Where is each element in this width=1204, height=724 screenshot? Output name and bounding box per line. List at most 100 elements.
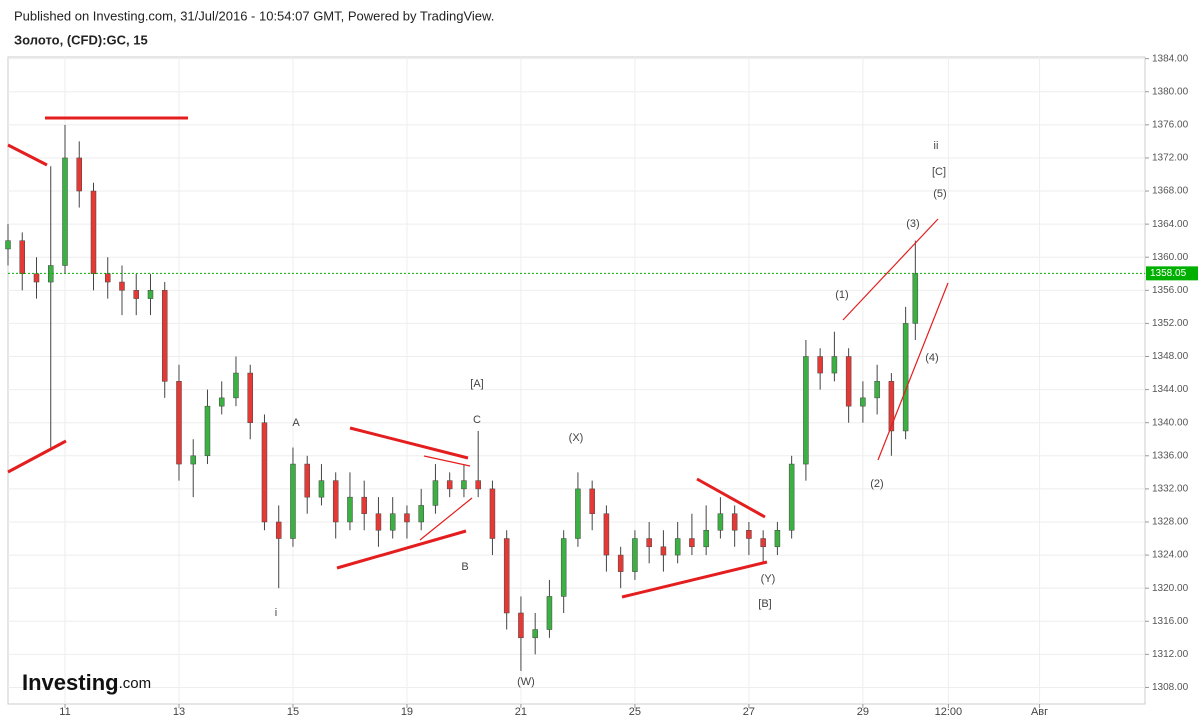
x-tick-label: 19 xyxy=(401,706,413,718)
y-tick-label: 1336.00 xyxy=(1152,450,1189,461)
candle-body xyxy=(404,513,410,523)
candle-body xyxy=(546,596,553,630)
y-tick-label: 1364.00 xyxy=(1152,219,1189,230)
x-tick-label: Авг xyxy=(1031,706,1048,718)
wave-label: (Y) xyxy=(761,573,776,585)
y-tick-label: 1320.00 xyxy=(1152,583,1189,594)
y-tick-label: 1308.00 xyxy=(1152,682,1189,693)
wave-label: (X) xyxy=(569,432,584,444)
wave-label: B xyxy=(461,561,468,573)
candle-body xyxy=(389,513,396,531)
candle-body xyxy=(233,372,239,399)
x-tick-label: 15 xyxy=(287,706,299,718)
x-tick-label: 13 xyxy=(173,706,185,718)
candle-body xyxy=(503,538,510,614)
trend-lines xyxy=(7,116,949,599)
y-tick-label: 1368.00 xyxy=(1152,186,1189,197)
x-tick-label: 27 xyxy=(743,706,755,718)
candle-body xyxy=(147,290,154,299)
wave-label: i xyxy=(275,607,277,619)
y-tick-label: 1344.00 xyxy=(1152,384,1189,395)
candle-body xyxy=(361,496,367,514)
candle-body xyxy=(803,356,809,465)
candle-body xyxy=(119,281,125,291)
candle-body xyxy=(76,157,82,192)
chart-title: Золото, (CFD):GC, 15 xyxy=(14,32,148,47)
plot-frame xyxy=(7,56,1146,705)
candle-body xyxy=(717,513,724,531)
candle-body xyxy=(532,629,538,639)
wave-label: ii xyxy=(934,140,939,152)
last-price-tag xyxy=(1146,266,1198,281)
candle-body xyxy=(261,422,268,523)
candle-body xyxy=(475,480,481,490)
candle-body xyxy=(831,356,838,374)
wave-label: C xyxy=(473,414,481,426)
candle-body xyxy=(603,513,610,556)
candle-body xyxy=(660,546,667,556)
header: Published on Investing.com, 31/Jul/2016 … xyxy=(14,8,494,23)
x-tick-label: 29 xyxy=(857,706,869,718)
candle-body xyxy=(133,290,139,299)
wave-label: (W) xyxy=(517,676,535,688)
wave-label: (1) xyxy=(835,289,848,301)
x-tick-label: 25 xyxy=(629,706,641,718)
candle-body xyxy=(912,273,919,324)
candle-body xyxy=(62,157,68,266)
candle-body xyxy=(589,488,595,514)
candle-body xyxy=(104,273,111,283)
candle-body xyxy=(888,381,895,432)
y-tick-label: 1380.00 xyxy=(1152,86,1189,97)
candle-body xyxy=(446,480,453,490)
y-tick-label: 1360.00 xyxy=(1152,252,1189,263)
y-tick-label: 1316.00 xyxy=(1152,616,1189,627)
candle-body xyxy=(646,538,652,548)
candle-body xyxy=(332,480,339,523)
x-tick-label: 12:00 xyxy=(935,706,963,718)
candle-body xyxy=(760,538,766,548)
wave-label: (5) xyxy=(933,188,946,200)
wave-label: [C] xyxy=(932,166,946,178)
y-tick-label: 1372.00 xyxy=(1152,153,1189,164)
candle-body xyxy=(290,463,296,539)
candle-body xyxy=(560,538,567,597)
candle-body xyxy=(874,381,880,399)
candle-body xyxy=(247,372,253,423)
candle-body xyxy=(774,530,781,548)
y-tick-label: 1312.00 xyxy=(1152,649,1189,660)
candle-body xyxy=(218,397,225,407)
x-tick-label: 11 xyxy=(59,706,70,718)
candle-body xyxy=(632,538,638,572)
candle-body xyxy=(617,554,624,572)
y-tick-label: 1384.00 xyxy=(1152,53,1189,64)
candle-body xyxy=(5,240,11,250)
y-tick-label: 1348.00 xyxy=(1152,351,1189,362)
wave-label: [B] xyxy=(758,598,771,610)
candle-body xyxy=(518,612,524,639)
logo: Investing.com xyxy=(22,670,151,695)
candle-body xyxy=(161,290,168,382)
candle-body xyxy=(731,513,738,531)
candle-body xyxy=(19,240,25,275)
wave-label: (4) xyxy=(925,352,938,364)
candle-body xyxy=(90,190,97,275)
y-tick-label: 1324.00 xyxy=(1152,550,1189,561)
wave-label: (2) xyxy=(870,478,883,490)
y-tick-label: 1376.00 xyxy=(1152,119,1189,130)
wave-label: [A] xyxy=(470,378,483,390)
wave-label: (3) xyxy=(906,218,919,230)
candle-body xyxy=(746,530,752,539)
candle-body xyxy=(689,538,695,548)
last-price-label: 1358.05 xyxy=(1150,268,1187,279)
candle-body xyxy=(703,530,709,548)
candle-body xyxy=(788,463,795,531)
y-tick-label: 1356.00 xyxy=(1152,285,1189,296)
candle-body xyxy=(461,480,467,490)
candle-body xyxy=(33,273,40,283)
candle-body xyxy=(204,405,211,457)
candle-body xyxy=(176,381,182,465)
candle-body xyxy=(432,480,439,506)
candle-body xyxy=(575,488,581,539)
